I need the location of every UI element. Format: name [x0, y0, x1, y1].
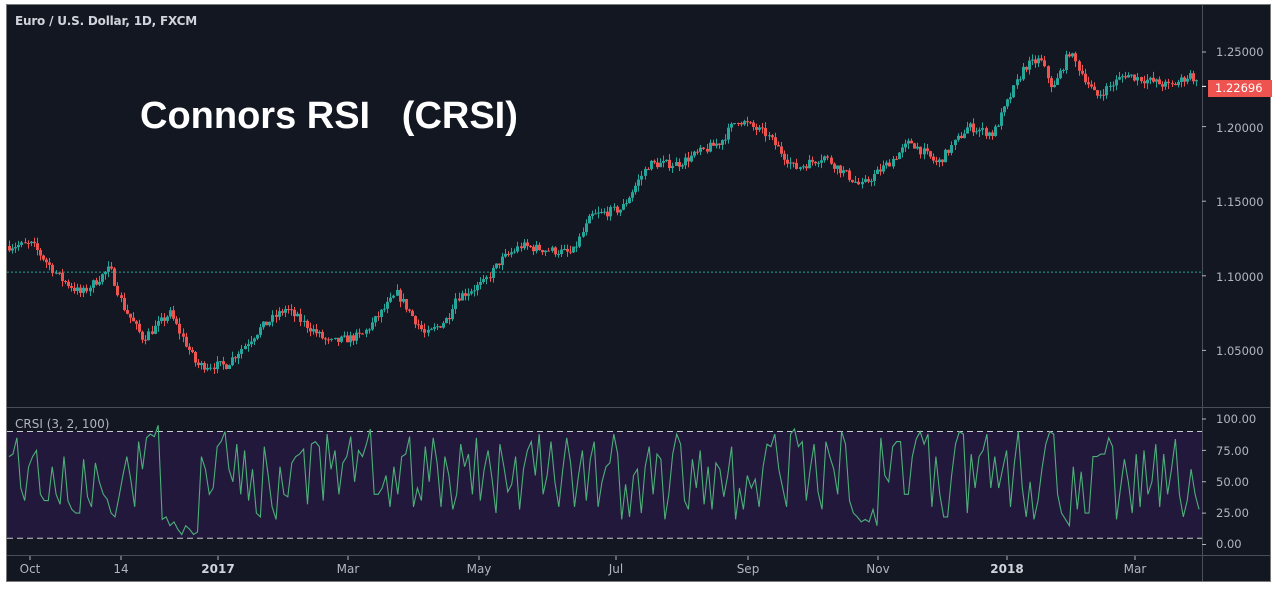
time-label: 14 [113, 562, 129, 576]
price-tick: 1.10000 [1216, 270, 1264, 284]
crsi-tick: 100.00 [1216, 412, 1257, 426]
price-tick: 1.05000 [1216, 344, 1264, 358]
crsi-tick: 25.00 [1216, 506, 1249, 520]
current-price-tag: 1.22696 [1208, 80, 1272, 97]
symbol-title: Euro / U.S. Dollar, 1D, FXCM [15, 14, 197, 28]
chart-frame: Euro / U.S. Dollar, 1D, FXCM Connors RSI… [6, 4, 1272, 582]
time-label: 2018 [990, 562, 1024, 576]
crsi-tick: 50.00 [1216, 475, 1249, 489]
time-label: Oct [19, 562, 41, 576]
time-label: Mar [336, 562, 360, 576]
time-label: 2017 [201, 562, 235, 576]
chart-plot[interactable] [7, 5, 1270, 581]
time-label: Mar [1123, 562, 1147, 576]
crsi-tick: 0.00 [1216, 537, 1242, 551]
time-label: Jul [608, 562, 624, 576]
time-label: May [466, 562, 492, 576]
crsi-legend[interactable]: CRSI (3, 2, 100) [15, 417, 112, 431]
time-label: Nov [866, 562, 890, 576]
crsi-tick: 75.00 [1216, 444, 1249, 458]
price-tick: 1.25000 [1216, 45, 1264, 59]
overlay-title: Connors RSI (CRSI) [140, 95, 518, 137]
time-label: Sep [736, 562, 760, 576]
price-tick: 1.15000 [1216, 195, 1264, 209]
price-tick: 1.20000 [1216, 121, 1264, 135]
